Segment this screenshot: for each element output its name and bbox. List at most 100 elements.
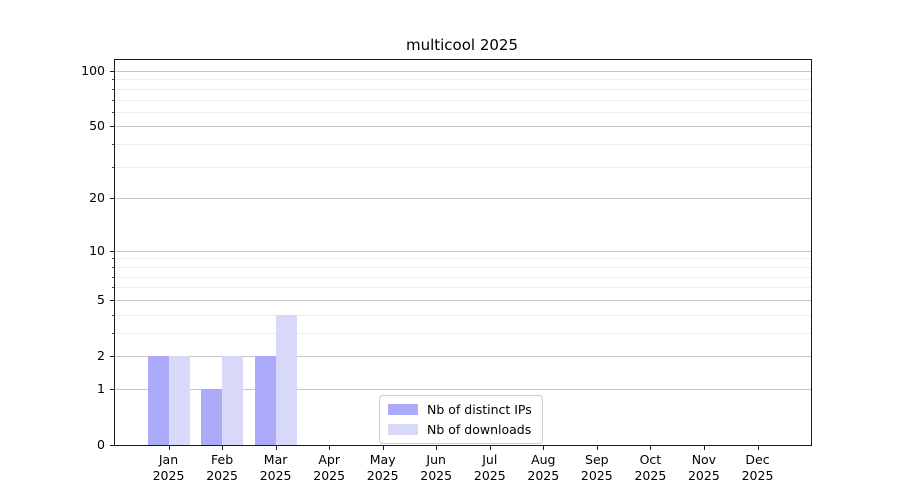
x-tick bbox=[222, 446, 224, 450]
x-tick-month: Jan bbox=[158, 452, 179, 467]
gridline-minor bbox=[115, 332, 811, 334]
x-tick-label: Apr 2025 bbox=[289, 452, 369, 483]
y-tick-label: 10 bbox=[89, 242, 105, 258]
x-tick-year: 2025 bbox=[527, 467, 560, 483]
y-tick-label: 20 bbox=[89, 190, 105, 206]
legend: Nb of distinct IPs Nb of downloads bbox=[379, 395, 543, 444]
y-tick-label: 1 bbox=[97, 380, 105, 396]
x-tick-year: 2025 bbox=[741, 467, 774, 483]
x-tick-label: Jan 2025 bbox=[129, 452, 209, 483]
x-tick bbox=[436, 446, 438, 450]
x-tick-year: 2025 bbox=[313, 467, 346, 483]
x-tick-label: Sep 2025 bbox=[557, 452, 637, 483]
gridline-major bbox=[115, 198, 811, 200]
y-minor-tick bbox=[112, 332, 114, 334]
gridline-minor bbox=[115, 79, 811, 81]
gridline-minor bbox=[115, 314, 811, 316]
gridline-major bbox=[115, 299, 811, 301]
gridline-minor bbox=[115, 88, 811, 90]
x-tick-month: Aug bbox=[531, 452, 556, 467]
gridline-major bbox=[115, 250, 811, 252]
x-tick-year: 2025 bbox=[206, 467, 238, 483]
y-minor-tick bbox=[112, 276, 114, 278]
x-tick-month: May bbox=[369, 452, 396, 467]
gridline-major bbox=[115, 70, 811, 72]
x-tick-label: Aug 2025 bbox=[503, 452, 583, 483]
x-tick-label: Jul 2025 bbox=[450, 452, 530, 483]
gridline-minor bbox=[115, 166, 811, 168]
bar-distinct-ips bbox=[147, 356, 169, 445]
x-tick bbox=[382, 446, 384, 450]
x-tick bbox=[543, 446, 545, 450]
y-minor-tick bbox=[112, 266, 114, 268]
x-tick-label: Oct 2025 bbox=[610, 452, 690, 483]
y-minor-tick bbox=[112, 258, 114, 260]
legend-item-distinct-ips: Nb of distinct IPs bbox=[388, 402, 532, 417]
gridline-minor bbox=[115, 266, 811, 268]
y-minor-tick bbox=[112, 166, 114, 168]
x-tick bbox=[329, 446, 331, 450]
x-tick-label: May 2025 bbox=[343, 452, 423, 483]
bar-downloads bbox=[222, 356, 244, 445]
y-tick-label: 5 bbox=[97, 291, 105, 307]
x-tick bbox=[596, 446, 598, 450]
plot-area: Nb of distinct IPs Nb of downloads 0 1 2 5 1… bbox=[81, 59, 812, 483]
y-tick bbox=[110, 126, 114, 128]
x-tick-month: Nov bbox=[691, 452, 717, 467]
y-minor-tick bbox=[112, 111, 114, 113]
gridline-minor bbox=[115, 144, 811, 145]
legend-label-downloads: Nb of downloads bbox=[427, 422, 532, 437]
gridline-major bbox=[115, 356, 811, 357]
y-minor-tick bbox=[112, 79, 114, 81]
x-tick-month: Sep bbox=[585, 452, 609, 467]
x-tick bbox=[650, 446, 652, 450]
x-tick-label: Feb 2025 bbox=[182, 452, 262, 483]
x-tick-year: 2025 bbox=[420, 467, 453, 483]
x-tick bbox=[275, 446, 277, 450]
bar-downloads bbox=[168, 356, 190, 445]
y-tick bbox=[110, 388, 114, 390]
legend-swatch-distinct-ips bbox=[388, 404, 418, 415]
y-minor-tick bbox=[112, 287, 114, 289]
x-tick-year: 2025 bbox=[580, 467, 613, 483]
y-minor-tick bbox=[112, 314, 114, 316]
gridline-major bbox=[115, 388, 811, 390]
y-tick bbox=[110, 299, 114, 301]
gridline-minor bbox=[115, 276, 811, 278]
y-tick bbox=[110, 356, 114, 357]
x-tick bbox=[168, 446, 170, 450]
x-tick-month: Oct bbox=[639, 452, 662, 467]
x-tick-month: Apr bbox=[318, 452, 340, 467]
y-tick bbox=[110, 250, 114, 252]
gridline-minor bbox=[115, 287, 811, 289]
y-tick-label: 100 bbox=[81, 62, 105, 78]
y-tick bbox=[110, 70, 114, 72]
y-minor-tick bbox=[112, 144, 114, 145]
x-tick-month: Jun bbox=[426, 452, 446, 467]
bar-downloads bbox=[275, 314, 297, 445]
x-tick-label: Nov 2025 bbox=[664, 452, 744, 483]
gridline-minor bbox=[115, 99, 811, 101]
x-tick-year: 2025 bbox=[152, 467, 185, 483]
y-tick bbox=[110, 198, 114, 200]
x-tick-month: Mar bbox=[263, 452, 288, 467]
y-tick bbox=[110, 445, 114, 446]
x-tick-year: 2025 bbox=[259, 467, 292, 483]
x-tick bbox=[757, 446, 759, 450]
gridline-minor bbox=[115, 111, 811, 113]
legend-label-distinct-ips: Nb of distinct IPs bbox=[427, 402, 532, 417]
bar-distinct-ips bbox=[254, 356, 276, 445]
bar-distinct-ips bbox=[201, 388, 223, 445]
x-tick-month: Dec bbox=[745, 452, 770, 467]
x-tick bbox=[703, 446, 705, 450]
legend-item-downloads: Nb of downloads bbox=[388, 422, 532, 437]
chart-title: multicool 2025 bbox=[405, 36, 519, 54]
y-tick-label: 50 bbox=[89, 118, 105, 134]
x-tick-label: Jun 2025 bbox=[396, 452, 476, 483]
x-tick-month: Feb bbox=[211, 452, 234, 467]
y-minor-tick bbox=[112, 88, 114, 90]
y-tick-label: 2 bbox=[97, 348, 105, 363]
gridline-minor bbox=[115, 258, 811, 260]
x-tick-year: 2025 bbox=[473, 467, 506, 483]
